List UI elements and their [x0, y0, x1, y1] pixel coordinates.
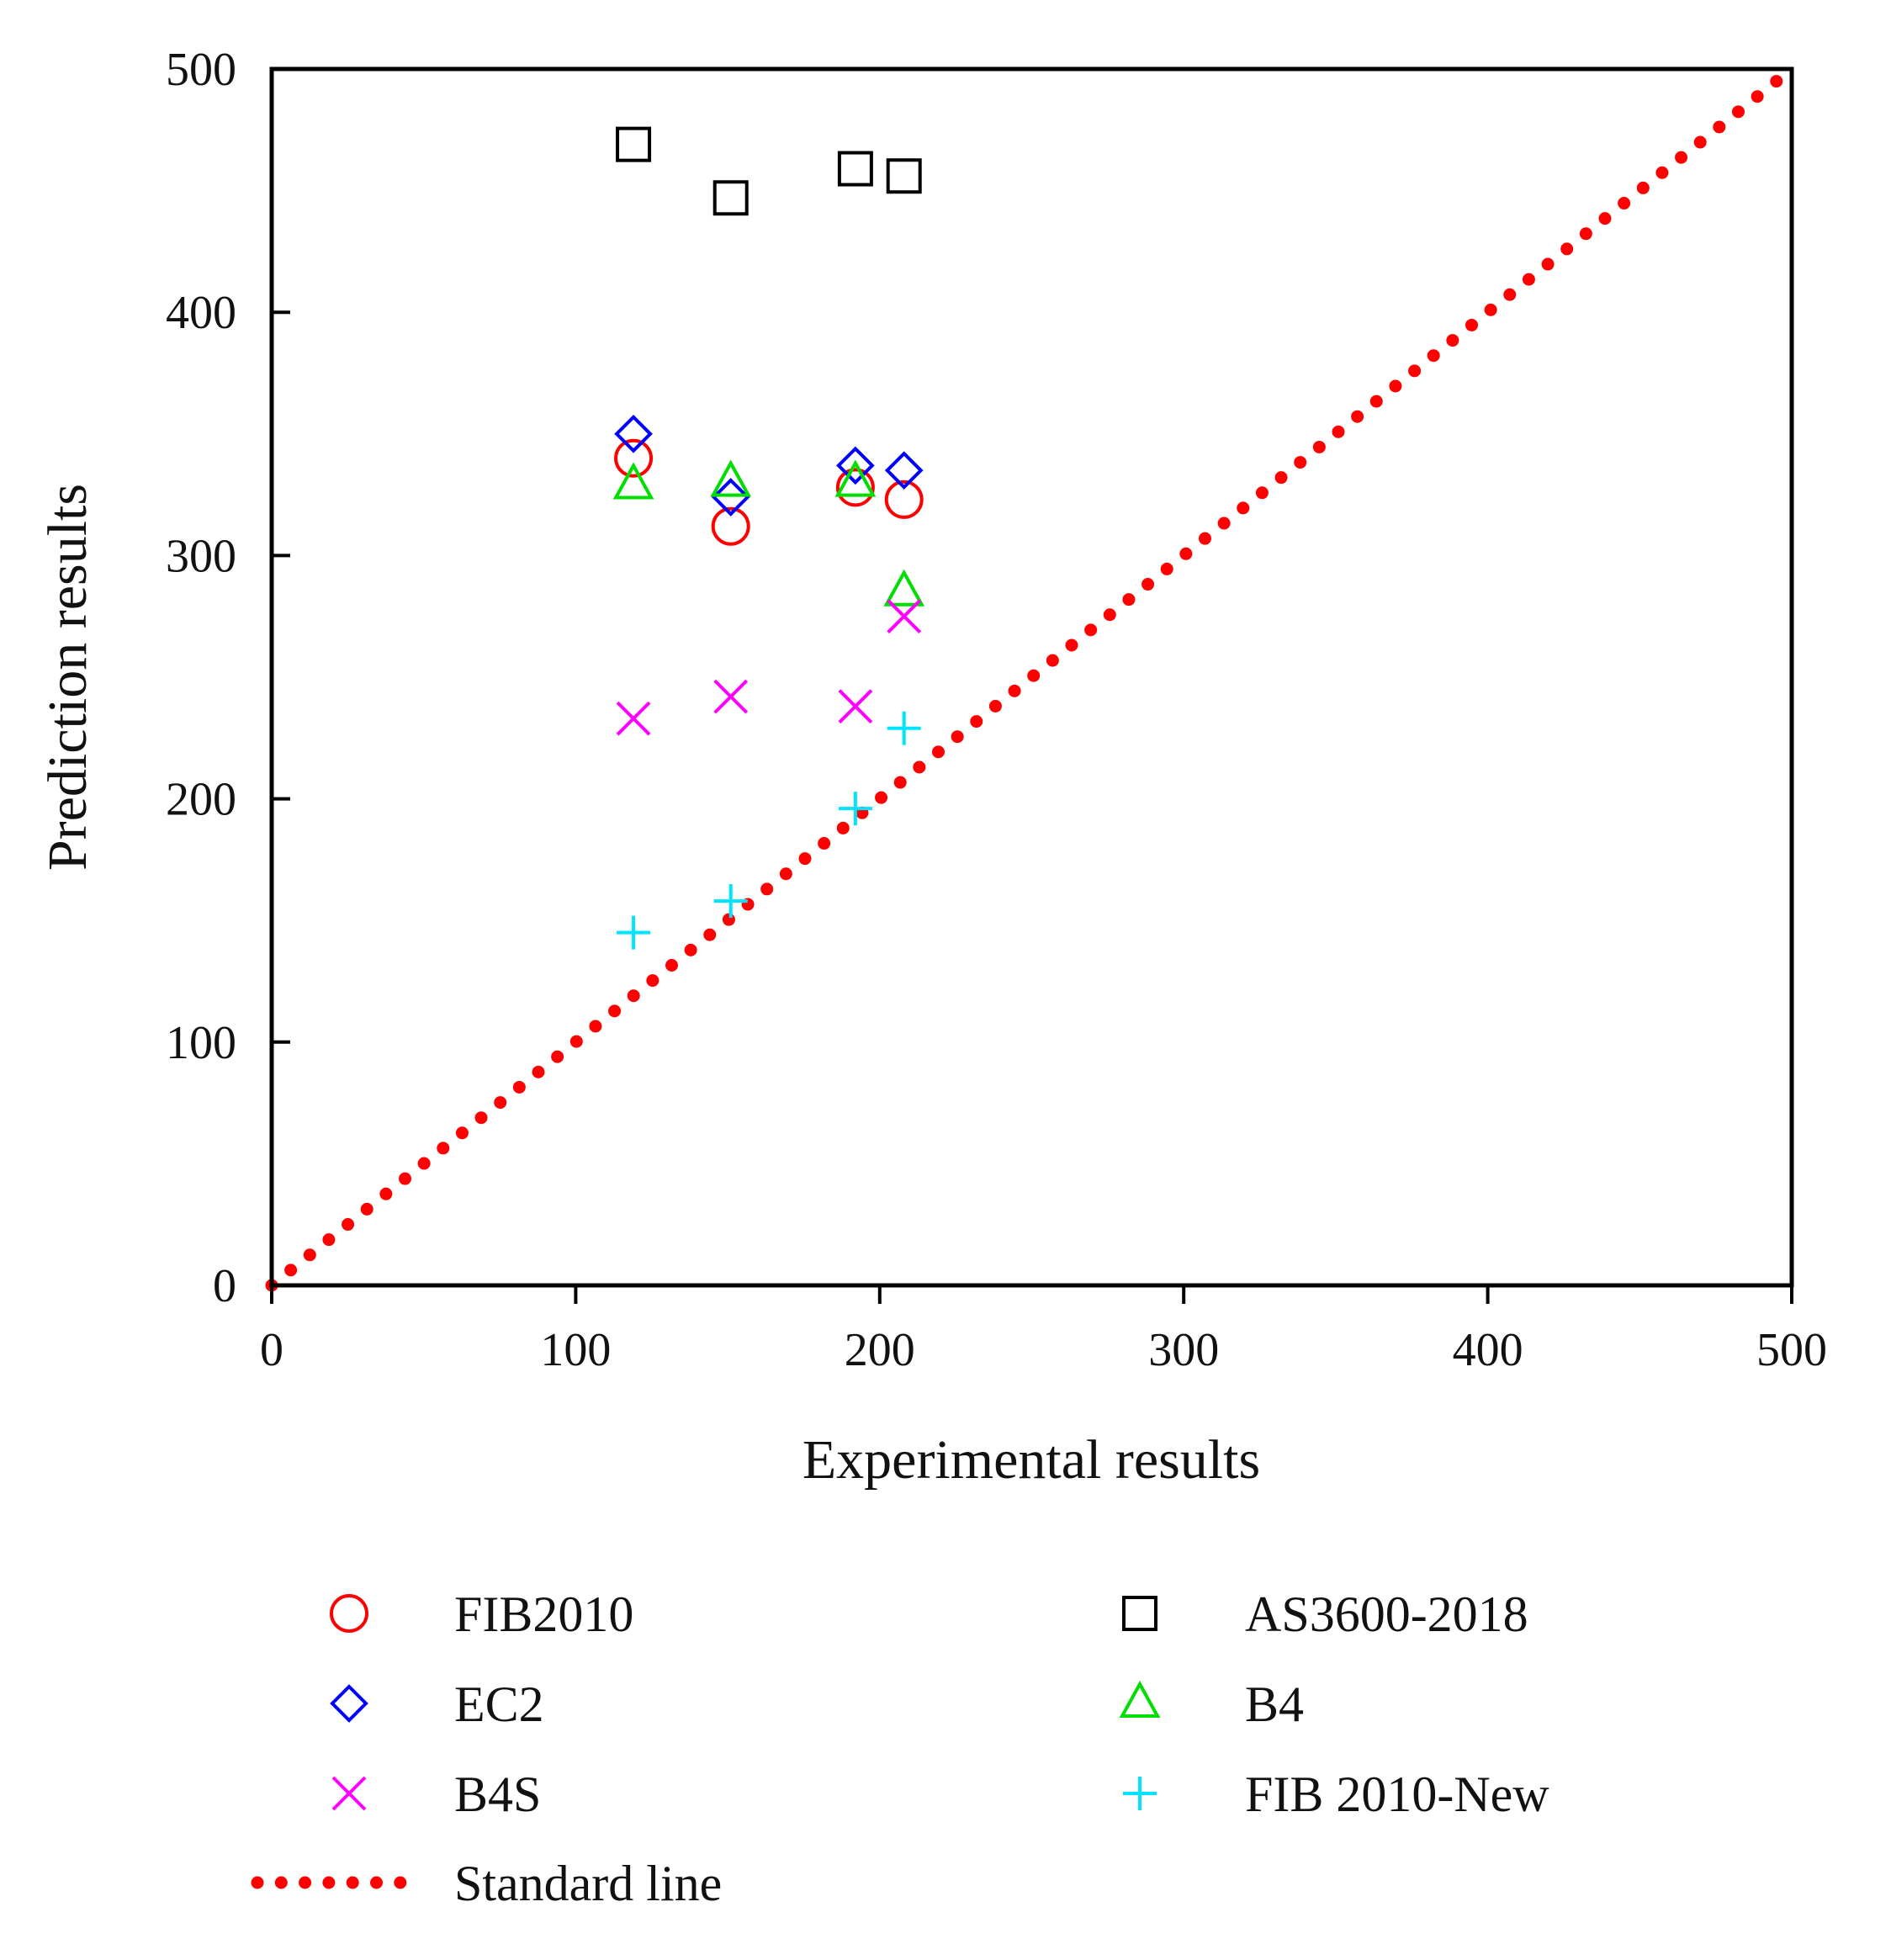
point-fib-2010-new-0	[617, 915, 651, 950]
point-fib2010-2	[835, 468, 875, 507]
point-fib-2010-new-1	[713, 884, 748, 919]
legend-label-2: EC2	[454, 1677, 544, 1732]
point-fib2010-0	[614, 438, 654, 478]
legend-label-5: FIB 2010-New	[1245, 1767, 1549, 1822]
point-fib2010-3	[884, 479, 924, 519]
y-axis-title: Prediction results	[37, 484, 98, 871]
point-ec2-1	[711, 478, 750, 516]
x-tick-label-300: 300	[1148, 1324, 1219, 1376]
legend-label-3: B4	[1245, 1677, 1304, 1732]
point-ec2-3	[884, 451, 924, 490]
legend-label-1: AS3600-2018	[1245, 1587, 1528, 1642]
plot-frame	[269, 66, 1794, 1288]
point-fib-2010-new-3	[887, 711, 921, 745]
standard-line	[265, 62, 1798, 1292]
point-b4-2	[834, 459, 877, 497]
x-tick-label-500: 500	[1756, 1324, 1827, 1376]
legend-marker-4	[331, 1776, 367, 1811]
point-b4-1	[710, 459, 752, 497]
x-tick-label-0: 0	[260, 1324, 283, 1376]
legend: FIB2010 AS3600-2018 EC2 B4 B4S FIB 2010-New St…	[251, 1587, 1549, 1911]
y-tick-label-200: 200	[166, 774, 236, 826]
x-tick-label-400: 400	[1453, 1324, 1523, 1376]
point-as3600-2018-2	[837, 151, 873, 187]
y-tick-label-100: 100	[166, 1017, 236, 1069]
legend-label-standard-line: Standard line	[454, 1856, 722, 1911]
point-b4s-3	[887, 599, 922, 634]
x-tick-label-200: 200	[845, 1324, 915, 1376]
legend-marker-5	[1123, 1777, 1157, 1810]
legend-marker-2	[330, 1684, 368, 1723]
y-axis-ticks: 0 100 200 300 400 500	[166, 44, 290, 1312]
x-tick-label-100: 100	[540, 1324, 611, 1376]
point-as3600-2018-3	[886, 158, 922, 194]
standard-line-path	[265, 62, 1798, 1292]
y-tick-label-500: 500	[166, 44, 236, 96]
x-axis-title: Experimental results	[802, 1429, 1260, 1491]
legend-item-b4: B4	[1119, 1677, 1304, 1732]
point-b4s-1	[713, 679, 749, 714]
point-b4-0	[612, 462, 654, 500]
point-fib2010-1	[711, 506, 750, 546]
y-tick-label-400: 400	[166, 287, 236, 339]
legend-marker-3	[1119, 1680, 1161, 1718]
point-b4s-0	[616, 701, 651, 736]
y-tick-label-0: 0	[213, 1260, 236, 1312]
point-ec2-0	[614, 414, 653, 453]
legend-item-as3600-2018: AS3600-2018	[1122, 1587, 1528, 1642]
point-b4-3	[883, 569, 925, 607]
point-b4s-2	[838, 689, 873, 724]
legend-label-0: FIB2010	[454, 1587, 633, 1642]
legend-marker-0	[330, 1594, 368, 1633]
data-points	[612, 126, 925, 950]
legend-item-fib-2010-new: FIB 2010-New	[1123, 1767, 1549, 1822]
legend-label-4: B4S	[454, 1767, 541, 1822]
legend-item-fib2010: FIB2010	[330, 1587, 633, 1642]
legend-marker-1	[1122, 1596, 1157, 1631]
point-fib-2010-new-2	[838, 792, 872, 826]
legend-item-b4s: B4S	[331, 1767, 541, 1822]
x-axis-ticks: 0 100 200 300 400 500	[260, 1285, 1827, 1376]
point-as3600-2018-0	[616, 126, 652, 162]
legend-item-standard-line: Standard line	[251, 1856, 722, 1911]
legend-item-ec2: EC2	[330, 1677, 544, 1732]
point-ec2-2	[836, 446, 875, 485]
y-tick-label-300: 300	[166, 530, 236, 582]
point-as3600-2018-1	[712, 180, 749, 216]
